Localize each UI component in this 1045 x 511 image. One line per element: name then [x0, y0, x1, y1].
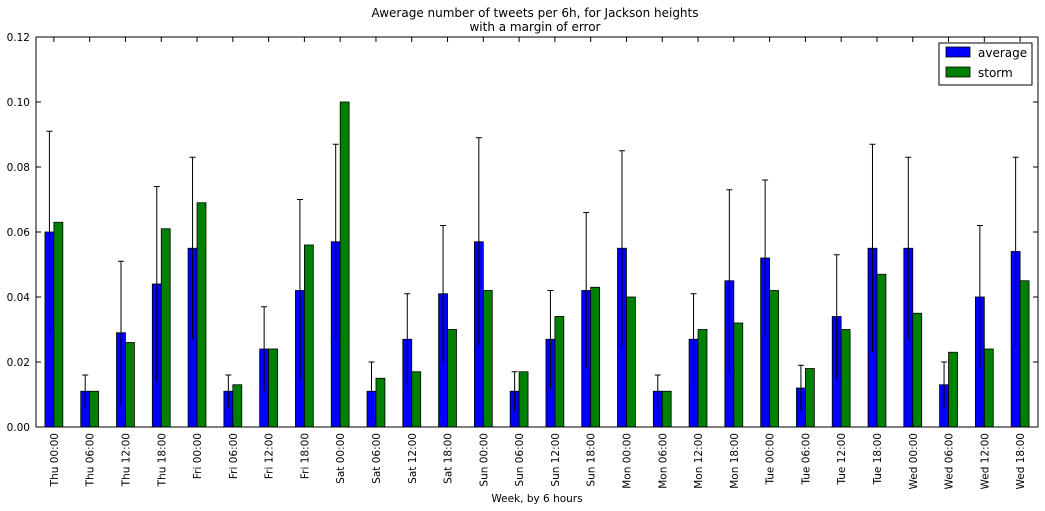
bar-storm-9 — [375, 377, 386, 428]
bar-storm-15 — [590, 286, 601, 428]
x-tick-label: Thu 12:00 — [120, 433, 132, 487]
bar-storm-17 — [661, 390, 672, 428]
error-bars-group — [46, 130, 1019, 421]
y-tick-label: 0.08 — [7, 162, 30, 174]
x-tick-label: Thu 00:00 — [49, 433, 61, 487]
bar-storm-22 — [840, 329, 851, 428]
bar-storm-6 — [268, 348, 278, 428]
bar-storm-11 — [447, 329, 457, 428]
x-tick-label: Fri 00:00 — [192, 433, 204, 479]
y-tick-label: 0.10 — [7, 97, 30, 109]
x-tick-label: Wed 06:00 — [944, 433, 956, 490]
x-tick-label: Wed 00:00 — [908, 433, 920, 490]
bar-storm-8 — [339, 101, 350, 428]
x-tick-label: Tue 18:00 — [872, 433, 884, 486]
y-tick-label: 0.02 — [7, 357, 30, 369]
x-tick-label: Mon 00:00 — [621, 433, 633, 489]
x-tick-label: Sun 00:00 — [478, 433, 490, 487]
x-tick-label: Sat 18:00 — [443, 433, 455, 484]
y-tick-label: 0.12 — [7, 32, 30, 44]
bar-storm-18 — [697, 329, 708, 428]
x-tick-label: Wed 18:00 — [1015, 433, 1027, 490]
bar-storm-25 — [948, 351, 958, 428]
bar-storm-16 — [626, 296, 636, 428]
x-axis-label: Week, by 6 hours — [491, 493, 582, 505]
chart-subtitle: with a margin of error — [469, 20, 600, 34]
bar-storm-23 — [876, 273, 887, 428]
legend: average storm — [938, 42, 1033, 86]
bar-storm-2 — [125, 342, 135, 428]
x-tick-label: Mon 12:00 — [693, 433, 705, 489]
x-tick-label: Wed 12:00 — [979, 433, 991, 490]
x-tick-label: Sun 12:00 — [550, 433, 562, 487]
y-tick-label: 0.04 — [7, 292, 31, 304]
x-tick-label: Thu 18:00 — [156, 433, 168, 487]
x-tick-label: Sat 00:00 — [335, 433, 347, 484]
bar-storm-14 — [554, 316, 565, 428]
x-tick-label: Tue 00:00 — [765, 433, 777, 486]
x-tick-label: Sat 06:00 — [371, 433, 383, 484]
y-tick-label: 0.06 — [7, 227, 31, 239]
bar-storm-21 — [804, 368, 815, 428]
bar-storm-26 — [983, 348, 994, 428]
x-axis: Thu 00:00 Thu 06:00 Thu 12:00 Thu 18:00 Fri … — [49, 37, 1027, 490]
plot-frame — [35, 36, 1039, 428]
bar-storm-7 — [303, 244, 314, 428]
x-tick-label: Sun 06:00 — [514, 433, 526, 487]
x-tick-label: Mon 06:00 — [657, 433, 669, 489]
x-tick-label: Fri 18:00 — [299, 433, 311, 479]
bar-storm-4 — [196, 202, 207, 428]
bar-storm-19 — [733, 322, 744, 428]
x-tick-label: Tue 06:00 — [800, 433, 812, 486]
x-tick-label: Tue 12:00 — [836, 433, 848, 486]
x-tick-label: Fri 12:00 — [264, 433, 276, 479]
bar-storm-27 — [1019, 280, 1030, 428]
bar-storm-5 — [232, 384, 243, 428]
bar-storm-24 — [912, 312, 923, 428]
x-tick-label: Mon 18:00 — [729, 433, 741, 489]
x-tick-label: Thu 06:00 — [85, 433, 97, 487]
legend-swatch-average — [945, 46, 971, 58]
bar-storm-13 — [518, 371, 529, 428]
chart-title: Awerage number of tweets per 6h, for Jac… — [372, 6, 699, 20]
x-tick-label: Sat 12:00 — [407, 433, 419, 484]
x-tick-label: Sun 18:00 — [586, 433, 598, 487]
legend-label-average: average — [978, 46, 1027, 60]
bar-storm-20 — [769, 290, 779, 428]
bar-storm-0 — [53, 221, 64, 428]
y-tick-label: 0.00 — [7, 422, 30, 434]
bar-storm-10 — [411, 371, 422, 428]
x-tick-label: Fri 06:00 — [228, 433, 240, 479]
legend-label-storm: storm — [978, 66, 1013, 80]
bar-storm-1 — [89, 390, 100, 428]
bar-storm-3 — [160, 228, 171, 428]
legend-swatch-storm — [945, 66, 971, 78]
y-axis: 0.00 0.02 0.04 0.06 0.08 0.10 0.12 — [7, 32, 1038, 434]
bar-storm-12 — [482, 290, 493, 428]
